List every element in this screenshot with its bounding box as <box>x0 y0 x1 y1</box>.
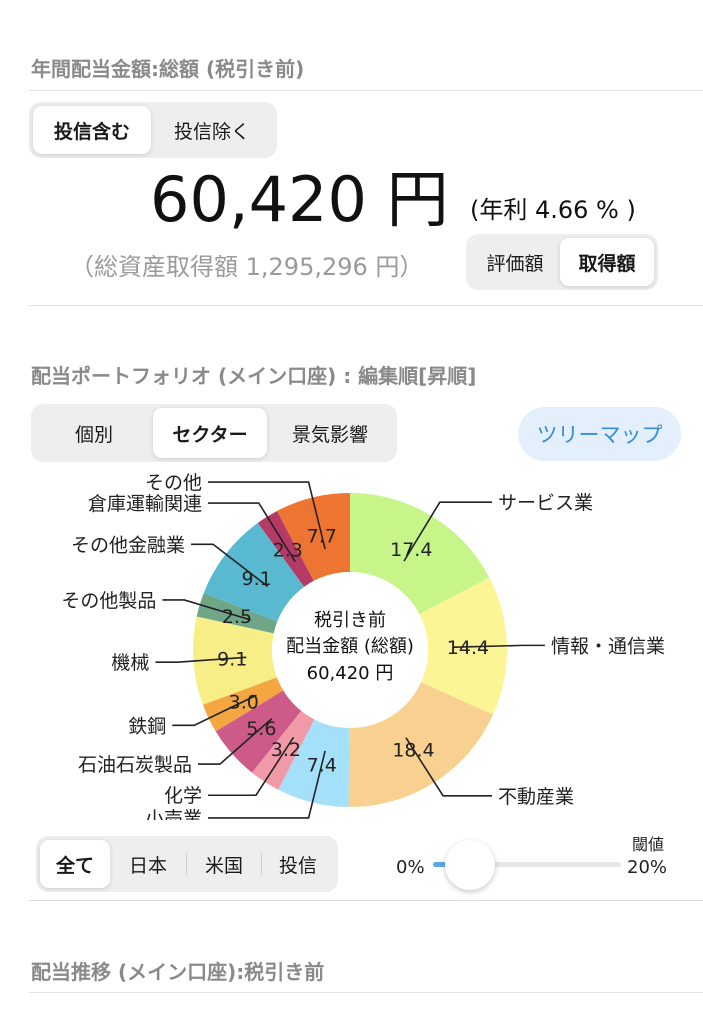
sector-donut-chart: 17.4 サービス業 14.4 情報・通信業 18.4 不動産業 7.4 小売業 3.2 化学 5.… <box>61 472 665 820</box>
slice-value-label: 3.0 <box>229 691 259 713</box>
leader-line <box>403 501 492 562</box>
donut-slice-sector-11[interactable] <box>277 493 350 581</box>
leader-line <box>197 717 273 765</box>
leader-line <box>208 481 326 550</box>
donut-slice-sector-10[interactable] <box>257 510 314 587</box>
dividend-history-title: 配当推移 (メイン口座):税引き前 <box>31 960 325 984</box>
sector-name-label: 小売業 <box>145 808 202 820</box>
sector-name-label: サービス業 <box>498 492 593 514</box>
threshold-min-label: 0% <box>396 857 425 878</box>
donut-slice-sector-0[interactable] <box>350 493 490 615</box>
chart-center-line1: 税引き前 <box>314 610 386 631</box>
filter-us-option[interactable]: 米国 <box>204 854 243 877</box>
slice-value-label: 2.5 <box>222 606 252 628</box>
divider <box>29 90 703 91</box>
filter-all-option[interactable]: 全て <box>40 840 110 888</box>
divider <box>29 305 703 306</box>
valuation-basis-toggle: 評価額 取得額 <box>466 234 658 290</box>
portfolio-view-toggle: 個別 セクター 景気影響 <box>31 404 397 462</box>
acquisition-cost-option[interactable]: 取得額 <box>560 238 654 286</box>
leader-line <box>155 656 247 664</box>
sector-name-label: その他金融業 <box>71 534 185 556</box>
leader-line <box>405 737 492 797</box>
total-cost-basis: （総資産取得額 1,295,296 円） <box>70 253 424 281</box>
donut-slice-sector-9[interactable] <box>203 522 305 622</box>
slice-value-label: 7.4 <box>307 755 337 777</box>
chart-center-line2: 配当金額 (総額) <box>286 636 414 657</box>
slice-value-label: 3.2 <box>271 739 301 761</box>
donut-slice-sector-5[interactable] <box>215 690 302 773</box>
market-value-option[interactable]: 評価額 <box>486 252 544 275</box>
view-individual-option[interactable]: 個別 <box>74 423 113 446</box>
threshold-slider-thumb[interactable] <box>445 840 495 890</box>
filter-japan-option[interactable]: 日本 <box>128 854 167 877</box>
slice-value-label: 18.4 <box>392 739 434 761</box>
sector-name-label: 化学 <box>164 785 202 807</box>
slice-value-label: 7.7 <box>307 525 337 547</box>
donut-slice-sector-4[interactable] <box>251 710 315 790</box>
market-filter-toggle: 全て 日本 米国 投信 <box>36 836 338 892</box>
sector-name-label: 不動産業 <box>498 786 574 808</box>
donut-slice-sector-2[interactable] <box>348 682 494 808</box>
exclude-funds-option[interactable]: 投信除く <box>173 120 250 143</box>
leader-line <box>453 644 545 649</box>
slice-value-label: 5.6 <box>246 718 276 740</box>
filter-funds-option[interactable]: 投信 <box>278 854 317 877</box>
portfolio-title: 配当ポートフォリオ (メイン口座) : 編集順[昇順] <box>31 364 477 388</box>
sector-name-label: その他 <box>145 472 202 494</box>
sector-name-label: 鉄鋼 <box>128 715 166 737</box>
slice-value-label: 14.4 <box>447 637 489 659</box>
divider <box>29 900 703 901</box>
threshold-max-label: 20% <box>627 857 668 878</box>
threshold-label: 閾値 <box>632 835 665 854</box>
sector-name-label: 機械 <box>111 652 149 674</box>
sector-name-label: その他製品 <box>61 590 156 612</box>
leader-line <box>162 599 251 621</box>
chart-center-line3: 60,420 円 <box>307 663 394 684</box>
slice-value-label: 9.1 <box>217 648 247 670</box>
treemap-button[interactable]: ツリーマップ <box>518 407 681 461</box>
sector-name-label: 倉庫運輸関連 <box>88 493 202 515</box>
leader-line <box>208 736 295 797</box>
separator <box>186 853 187 875</box>
separator <box>261 853 262 875</box>
threshold-slider-fill <box>433 862 456 867</box>
slice-value-label: 2.3 <box>273 540 303 562</box>
sector-name-label: 情報・通信業 <box>551 635 665 657</box>
slice-value-label: 17.4 <box>390 539 432 561</box>
slice-value-label: 9.1 <box>241 568 271 590</box>
donut-slice-sector-3[interactable] <box>278 719 350 807</box>
donut-slice-sector-6[interactable] <box>202 677 284 732</box>
include-funds-option[interactable]: 投信含む <box>33 106 151 154</box>
threshold-slider-track[interactable] <box>433 862 621 867</box>
leader-line <box>172 694 257 727</box>
donut-slice-sector-7[interactable] <box>193 616 277 705</box>
annual-dividend-amount: 60,420 円 <box>150 163 449 236</box>
view-sector-option[interactable]: セクター <box>153 408 267 458</box>
view-economic-impact-option[interactable]: 景気影響 <box>291 423 368 446</box>
leader-line <box>208 502 296 563</box>
annual-yield: (年利 4.66 % ) <box>470 196 636 224</box>
leader-line <box>208 750 326 819</box>
leader-line <box>191 543 269 588</box>
annual-dividend-title: 年間配当金額:総額 (税引き前) <box>31 57 305 81</box>
divider <box>29 992 703 993</box>
donut-hole <box>272 572 428 728</box>
donut-slice-sector-8[interactable] <box>196 592 278 634</box>
fund-include-toggle: 投信含む 投信除く <box>29 102 277 158</box>
sector-name-label: 石油石炭製品 <box>78 754 192 776</box>
